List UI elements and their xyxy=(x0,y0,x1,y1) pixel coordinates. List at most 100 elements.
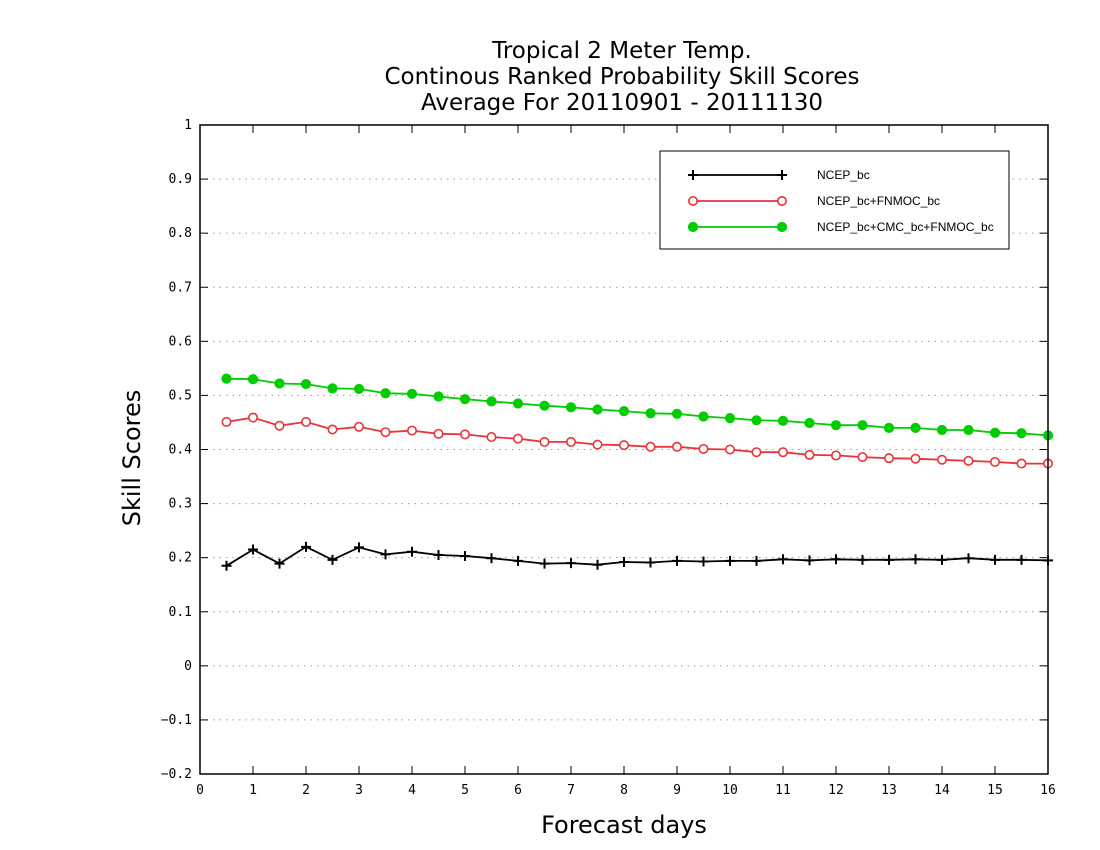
data-point xyxy=(989,456,1000,467)
data-point xyxy=(936,454,947,465)
legend-marker xyxy=(776,221,788,233)
y-tick-label: −0.1 xyxy=(161,713,192,728)
data-point xyxy=(618,406,630,417)
series-2 xyxy=(221,412,1054,469)
y-tick-label: 0.2 xyxy=(169,551,192,566)
data-point xyxy=(618,440,629,451)
data-point xyxy=(406,425,417,436)
y-tick-label: 0.5 xyxy=(169,388,192,403)
y-tick-label: 0.9 xyxy=(169,172,192,187)
legend-entry-3: NCEP_bc+CMC_bc+FNMOC_bc xyxy=(687,220,994,234)
x-tick-label: 14 xyxy=(934,783,950,798)
data-point xyxy=(274,378,285,389)
data-point xyxy=(989,427,1001,438)
data-point xyxy=(327,554,338,565)
series-line xyxy=(226,545,1049,567)
chart-title-line-3: Average For 20110901 - 20111130 xyxy=(421,90,823,116)
y-tick-label: 0.3 xyxy=(169,497,192,512)
x-tick-label: 8 xyxy=(620,783,628,798)
data-point xyxy=(274,558,285,569)
chart-title-line-2: Continous Ranked Probability Skill Score… xyxy=(384,64,859,90)
legend-marker xyxy=(687,221,699,233)
data-point xyxy=(327,383,338,394)
series-line xyxy=(226,416,1048,465)
data-point xyxy=(751,447,762,458)
data-point xyxy=(857,554,868,565)
data-point xyxy=(698,411,709,422)
x-tick-label: 1 xyxy=(249,783,257,798)
data-point xyxy=(883,453,894,464)
legend-label: NCEP_bc+FNMOC_bc xyxy=(817,194,940,208)
data-point xyxy=(353,421,364,432)
y-tick-label: 0.6 xyxy=(169,334,192,349)
legend: NCEP_bc NCEP_bc+FNMOC_bc NCEP_bc+CMC_bc+FN… xyxy=(659,150,1010,250)
legend-marker xyxy=(777,170,787,180)
y-axis-label: Skill Scores xyxy=(118,390,146,527)
data-point xyxy=(513,555,523,566)
legend-marker xyxy=(687,196,698,207)
legend-marker xyxy=(688,170,698,180)
data-point xyxy=(645,408,656,419)
series-layer xyxy=(221,373,1054,571)
data-point xyxy=(274,420,285,431)
data-point xyxy=(671,408,683,419)
data-point xyxy=(380,427,391,438)
x-tick-label: 13 xyxy=(881,783,897,798)
data-point xyxy=(512,398,524,409)
y-tick-label: 1 xyxy=(184,118,192,133)
data-point xyxy=(725,555,735,566)
data-point xyxy=(910,453,921,464)
axis-ticks: −0.2−0.100.10.20.30.40.50.60.70.80.910 1 2… xyxy=(161,118,1056,798)
x-tick-label: 5 xyxy=(461,783,469,798)
data-point xyxy=(539,558,550,569)
data-point xyxy=(671,441,682,452)
data-point xyxy=(698,443,709,454)
x-tick-label: 2 xyxy=(302,783,310,798)
data-point xyxy=(777,415,789,426)
data-point xyxy=(937,554,947,565)
data-point xyxy=(724,444,735,455)
data-point xyxy=(831,554,841,565)
x-tick-label: 11 xyxy=(775,783,791,798)
data-point xyxy=(830,450,841,461)
data-point xyxy=(1016,458,1027,469)
x-tick-label: 0 xyxy=(196,783,204,798)
data-point xyxy=(910,422,921,433)
data-point xyxy=(407,546,417,557)
data-point xyxy=(857,452,868,463)
data-point xyxy=(592,439,603,450)
data-point xyxy=(221,416,232,427)
x-tick-label: 9 xyxy=(673,783,681,798)
data-point xyxy=(460,551,470,562)
data-point xyxy=(300,416,311,427)
data-point xyxy=(221,560,232,571)
data-point xyxy=(751,555,762,566)
legend-entry-1: NCEP_bc xyxy=(688,168,870,182)
chart-title: Tropical 2 Meter Temp. Continous Ranked … xyxy=(384,38,859,116)
y-tick-label: 0.8 xyxy=(169,226,192,241)
data-point xyxy=(300,378,312,390)
data-point xyxy=(830,420,842,431)
data-point xyxy=(724,413,736,424)
data-point xyxy=(406,388,418,399)
x-tick-label: 12 xyxy=(828,783,844,798)
data-point xyxy=(804,555,815,566)
data-point xyxy=(459,429,470,440)
data-point xyxy=(857,420,868,431)
data-point xyxy=(804,449,815,460)
legend-box xyxy=(659,150,1010,250)
data-point xyxy=(883,422,895,433)
data-point xyxy=(380,549,391,560)
data-point xyxy=(539,436,550,447)
data-point xyxy=(354,542,364,553)
legend-marker xyxy=(776,196,787,207)
data-point xyxy=(645,441,656,452)
legend-label: NCEP_bc+CMC_bc+FNMOC_bc xyxy=(817,220,994,234)
x-tick-label: 6 xyxy=(514,783,522,798)
y-tick-label: 0.4 xyxy=(169,443,193,458)
data-point xyxy=(592,559,603,570)
data-point xyxy=(327,424,338,435)
legend-label: NCEP_bc xyxy=(817,168,870,182)
x-tick-label: 16 xyxy=(1040,783,1056,798)
data-point xyxy=(1016,428,1027,439)
